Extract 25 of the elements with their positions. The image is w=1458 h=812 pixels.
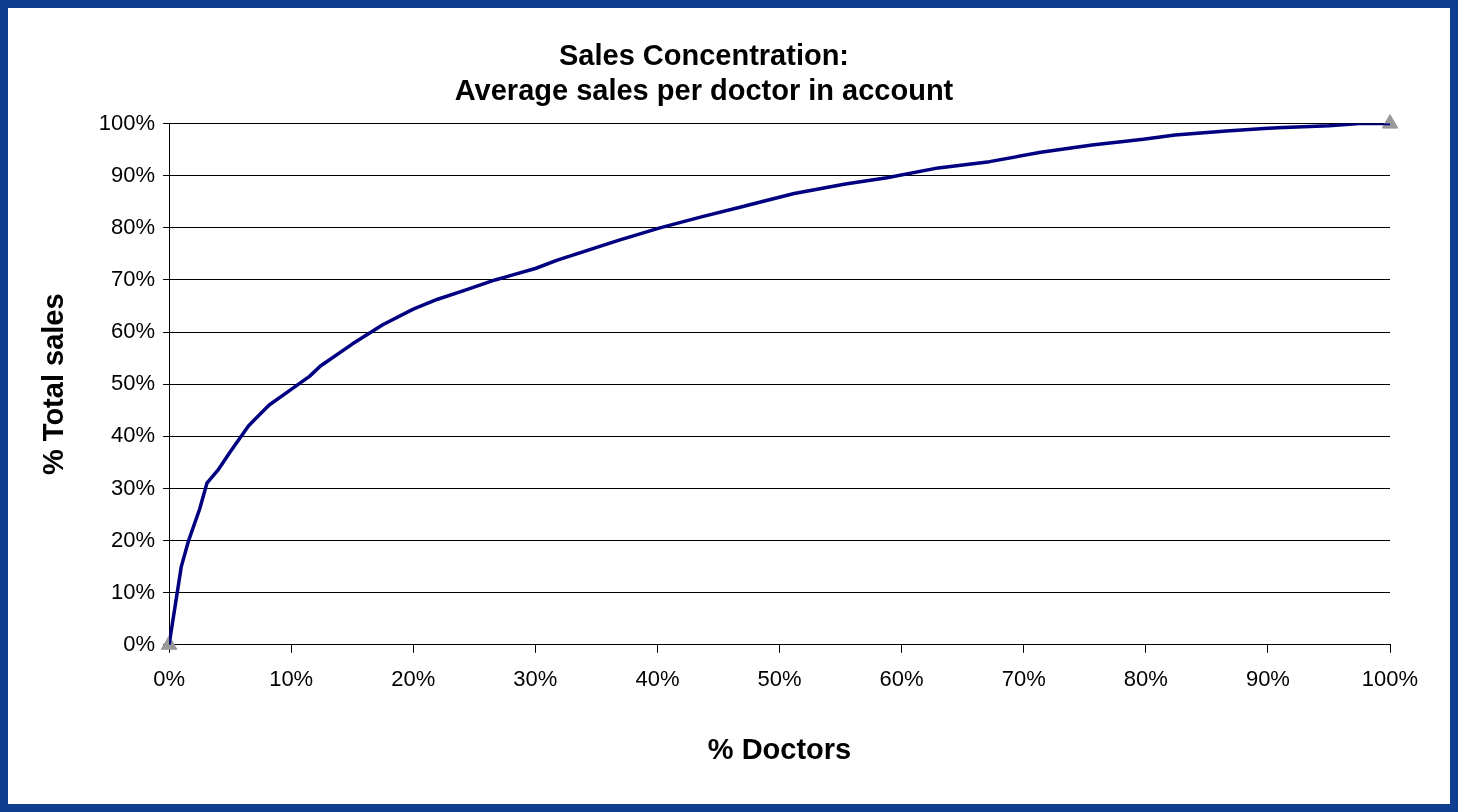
y-tick-label: 40% bbox=[111, 422, 156, 448]
y-tick-label: 80% bbox=[111, 213, 156, 239]
y-tick-label: 90% bbox=[111, 161, 156, 187]
x-tick-label: 80% bbox=[1123, 666, 1168, 692]
y-tick-label: 60% bbox=[111, 318, 156, 344]
y-tick-label: 100% bbox=[98, 109, 156, 135]
x-tick-label: 40% bbox=[635, 666, 680, 692]
y-tick-label: 30% bbox=[111, 474, 156, 500]
x-tick-label: 90% bbox=[1245, 666, 1290, 692]
y-tick-label: 20% bbox=[111, 526, 156, 552]
y-tick-label: 70% bbox=[111, 266, 156, 292]
x-tick-label: 100% bbox=[1361, 666, 1419, 692]
y-tick-label: 10% bbox=[111, 578, 156, 604]
y-tick-label: 0% bbox=[123, 630, 156, 656]
y-axis-title: % Total sales bbox=[37, 293, 70, 475]
x-tick-label: 60% bbox=[879, 666, 924, 692]
x-tick-label: 10% bbox=[269, 666, 314, 692]
x-tick-label: 70% bbox=[1001, 666, 1046, 692]
x-tick-label: 50% bbox=[757, 666, 802, 692]
x-axis-title: % Doctors bbox=[707, 732, 852, 765]
x-tick-label: 0% bbox=[153, 666, 185, 692]
x-tick-label: 20% bbox=[391, 666, 436, 692]
y-tick-label: 50% bbox=[111, 370, 156, 396]
x-tick-label: 30% bbox=[513, 666, 558, 692]
chart-title: Sales Concentration: Average sales per doctor in account bbox=[454, 39, 954, 107]
